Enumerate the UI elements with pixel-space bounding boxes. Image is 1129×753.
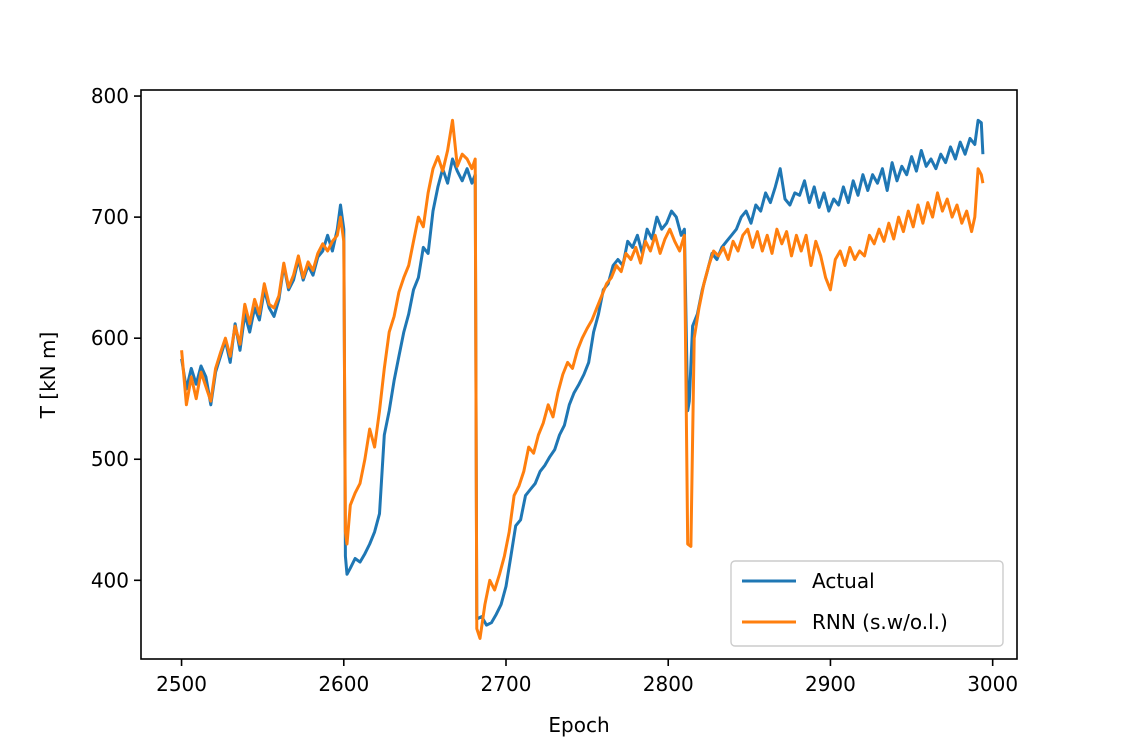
y-axis-label: T [kN m]	[36, 332, 60, 420]
x-axis: 2500 2600 2700 2800 2900 3000	[156, 659, 1018, 696]
y-tick-label: 800	[91, 84, 129, 108]
y-tick-label: 400	[91, 568, 129, 592]
y-tick-label: 500	[91, 447, 129, 471]
y-tick-label: 700	[91, 205, 129, 229]
legend-label-actual: Actual	[812, 569, 875, 593]
series-line-actual	[180, 118, 985, 627]
legend: Actual RNN (s.w/o.l.)	[730, 560, 1004, 647]
x-tick-label: 3000	[967, 672, 1018, 696]
y-tick-label: 600	[91, 326, 129, 350]
series-line-rnn	[180, 118, 985, 640]
x-tick-label: 2900	[805, 672, 856, 696]
x-tick-label: 2700	[481, 672, 532, 696]
x-tick-label: 2800	[643, 672, 694, 696]
legend-label-rnn: RNN (s.w/o.l.)	[812, 610, 948, 634]
x-axis-label: Epoch	[548, 713, 609, 737]
x-tick-label: 2600	[318, 672, 369, 696]
plot-frame	[140, 89, 1018, 660]
x-tick-label: 2500	[156, 672, 207, 696]
y-axis: 400 500 600 700 800	[91, 84, 141, 592]
plot-lines	[180, 118, 985, 640]
legend-box	[730, 560, 1004, 647]
